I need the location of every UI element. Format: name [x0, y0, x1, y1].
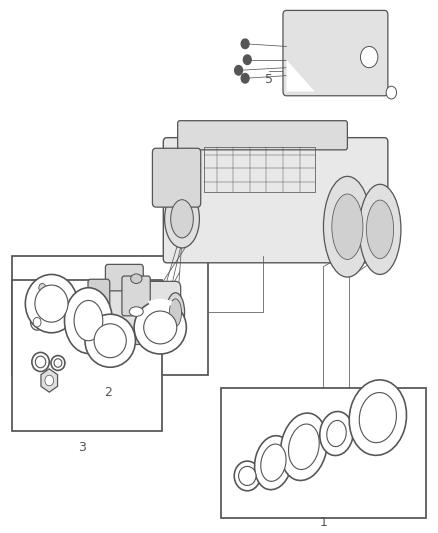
FancyBboxPatch shape	[88, 279, 110, 346]
FancyBboxPatch shape	[283, 11, 388, 96]
Ellipse shape	[367, 200, 394, 259]
Text: 2: 2	[104, 386, 112, 399]
FancyBboxPatch shape	[122, 276, 150, 316]
Ellipse shape	[289, 424, 319, 470]
Ellipse shape	[35, 285, 68, 322]
Circle shape	[53, 286, 60, 295]
Circle shape	[39, 306, 46, 314]
Ellipse shape	[64, 288, 113, 353]
Ellipse shape	[25, 274, 78, 333]
FancyBboxPatch shape	[178, 120, 347, 150]
Circle shape	[53, 309, 60, 317]
Circle shape	[45, 375, 53, 386]
Ellipse shape	[129, 307, 143, 317]
Bar	[12, 280, 162, 431]
Circle shape	[241, 39, 249, 49]
Ellipse shape	[31, 314, 44, 330]
Ellipse shape	[35, 356, 46, 368]
FancyBboxPatch shape	[152, 148, 201, 207]
Ellipse shape	[332, 194, 363, 260]
Ellipse shape	[94, 324, 126, 358]
Text: 1: 1	[319, 516, 327, 529]
Ellipse shape	[166, 293, 185, 333]
Ellipse shape	[54, 359, 62, 367]
Ellipse shape	[254, 435, 292, 490]
Ellipse shape	[165, 190, 199, 248]
Bar	[221, 389, 426, 519]
Ellipse shape	[74, 301, 103, 341]
Ellipse shape	[134, 301, 186, 354]
FancyBboxPatch shape	[90, 281, 181, 344]
Ellipse shape	[323, 176, 371, 277]
Ellipse shape	[33, 317, 41, 327]
Ellipse shape	[144, 311, 177, 344]
Text: 3: 3	[78, 441, 86, 455]
Text: 5: 5	[265, 73, 273, 86]
Circle shape	[386, 86, 396, 99]
Bar	[204, 147, 315, 192]
Ellipse shape	[32, 352, 49, 372]
Ellipse shape	[280, 413, 327, 481]
Ellipse shape	[327, 421, 346, 447]
Ellipse shape	[131, 274, 142, 284]
Ellipse shape	[320, 411, 353, 456]
Ellipse shape	[261, 444, 286, 481]
Polygon shape	[286, 60, 315, 92]
Ellipse shape	[359, 184, 401, 274]
Ellipse shape	[239, 466, 256, 486]
Ellipse shape	[51, 356, 65, 370]
Circle shape	[360, 46, 378, 68]
Circle shape	[39, 284, 46, 292]
Ellipse shape	[85, 314, 135, 367]
Ellipse shape	[359, 392, 396, 443]
Ellipse shape	[349, 380, 406, 455]
Ellipse shape	[171, 200, 193, 238]
Circle shape	[235, 66, 243, 75]
Text: 4: 4	[161, 309, 169, 322]
Ellipse shape	[170, 299, 182, 326]
FancyBboxPatch shape	[163, 138, 388, 263]
Circle shape	[244, 55, 251, 64]
Bar	[12, 256, 208, 375]
Ellipse shape	[234, 461, 260, 491]
Circle shape	[241, 74, 249, 83]
FancyBboxPatch shape	[106, 264, 143, 291]
